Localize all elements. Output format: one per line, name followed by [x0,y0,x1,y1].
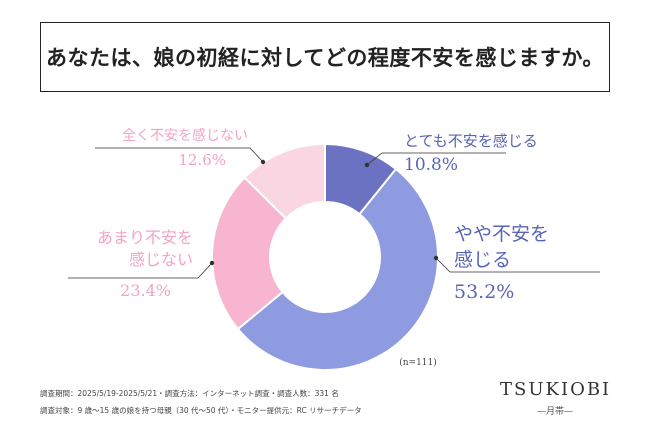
leader-dot-amari [209,260,215,266]
slice-amari [211,176,288,331]
leader-line-totemo [366,152,506,166]
sample-size-label: (n=111) [399,357,437,368]
slice-value-yaya: 53.2% [454,281,514,303]
slice-value-amari: 23.4% [120,281,171,300]
slice-value-mattaku: 12.6% [178,151,226,169]
brand-logo: TSUKIOBI [500,379,612,400]
slice-label-amari-line1: あまり不安を [97,228,193,247]
slice-label-yaya-line1: やや不安を [454,223,549,245]
leader-dot-totemo [364,162,370,168]
leader-line-amari [68,262,213,279]
slice-label-mattaku: 全く不安を感じない [122,127,248,144]
slice-label-totemo: とても不安を感じる [404,132,538,150]
leader-line-yaya [435,257,600,273]
leader-dot-yaya [433,255,439,261]
survey-info-line-2: 調査対象：9 歳〜15 歳の娘を持つ母親（30 代〜50 代）・モニター提供元：… [40,406,362,415]
survey-info-line-1: 調査期間：2025/5/19-2025/5/21・調査方法：インターネット調査・… [40,389,339,398]
slice-label-amari-line2: 感じない [129,250,193,269]
slice-label-yaya-line2: 感じる [454,249,511,271]
slice-yaya [236,167,439,371]
leader-line-mattaku [95,147,264,163]
slice-value-totemo: 10.8% [404,155,458,175]
brand-subtitle: —月帯— [536,407,573,417]
page-title: あなたは、娘の初経に対してどの程度不安を感じますか。 [46,45,604,70]
title-box: あなたは、娘の初経に対してどの程度不安を感じますか。 [40,22,610,92]
leader-dot-mattaku [260,159,266,165]
